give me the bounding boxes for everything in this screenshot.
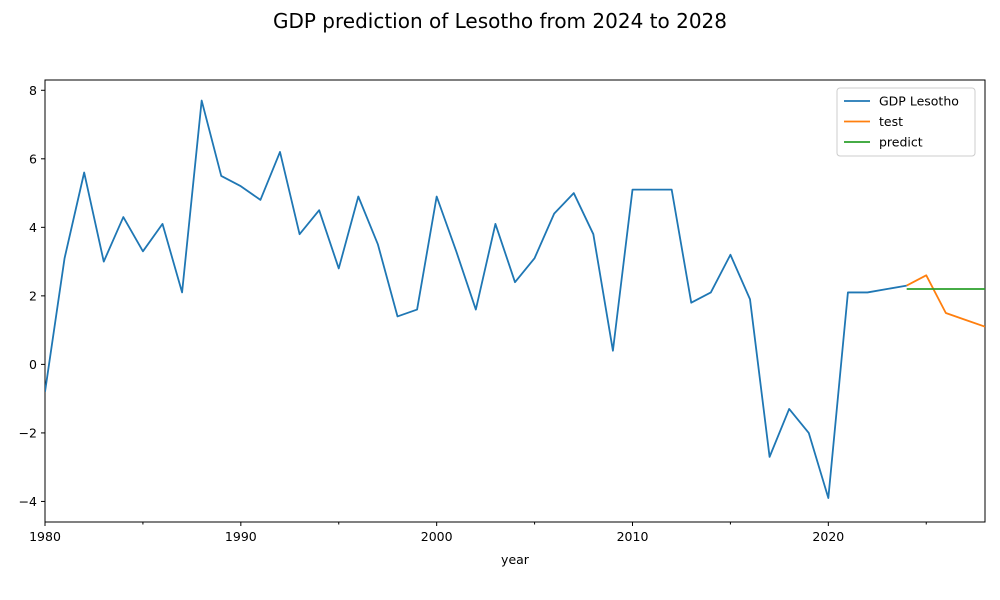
series-line-gdp-lesotho [45,99,907,499]
series-layer [45,99,985,499]
legend-label-gdp-lesotho: GDP Lesotho [879,94,959,109]
y-tick-label--2: −2 [19,425,37,440]
x-tick-label-2000: 2000 [421,529,453,544]
x-tick-label-2010: 2010 [617,529,649,544]
legend: GDP Lesotho test predict [836,87,976,157]
y-tick-label--4: −4 [19,494,37,509]
x-axis-label: year [501,552,530,567]
y-tick-label-8: 8 [29,83,37,98]
x-axis: 1980 1990 2000 2010 2020 [29,522,927,544]
series-line-test [906,274,985,328]
y-tick-label-0: 0 [29,357,37,372]
legend-label-predict: predict [879,135,923,150]
x-tick-label-2020: 2020 [812,529,844,544]
x-tick-label-1980: 1980 [29,529,61,544]
y-tick-label-6: 6 [29,151,37,166]
y-axis: −4 −2 0 2 4 6 8 [19,83,45,509]
x-tick-label-1990: 1990 [225,529,257,544]
chart-title: GDP prediction of Lesotho from 2024 to 2… [273,9,727,33]
plot-frame [44,79,986,523]
plot-area [44,79,986,523]
series-lines [45,99,985,499]
y-tick-label-2: 2 [29,288,37,303]
legend-box [836,87,976,157]
legend-label-test: test [879,114,903,129]
y-tick-label-4: 4 [29,220,37,235]
